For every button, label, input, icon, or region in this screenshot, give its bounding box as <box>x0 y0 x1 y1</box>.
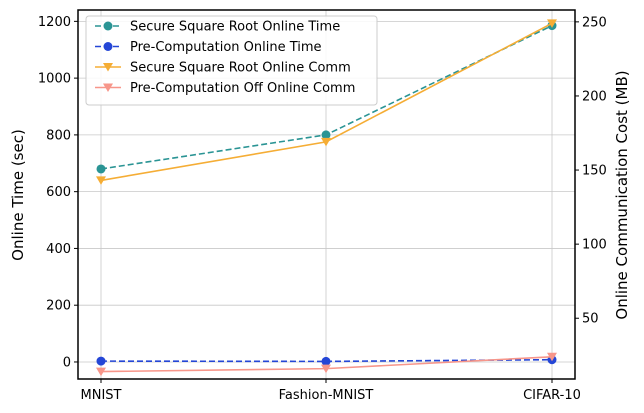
x-tick-label: MNIST <box>81 388 122 403</box>
left-tick-label: 600 <box>46 185 71 200</box>
data-point <box>96 356 106 366</box>
right-tick-label: 100 <box>582 238 607 253</box>
data-point <box>321 137 331 147</box>
axes-ticks: MNIST Fashion-MNIST CIFAR-10 0 200 400 600 800 1… <box>38 15 607 403</box>
x-tick-label: CIFAR-10 <box>523 388 581 403</box>
x-tick-label: Fashion-MNIST <box>279 388 374 403</box>
data-point <box>547 352 557 362</box>
left-tick-label: 0 <box>63 355 71 370</box>
legend-swatch-marker <box>103 42 113 51</box>
data-point <box>321 356 331 366</box>
data-point <box>321 130 331 140</box>
data-point <box>96 367 106 377</box>
left-tick-label: 200 <box>46 299 71 314</box>
legend-swatch-marker <box>103 83 113 92</box>
right-tick-label: 250 <box>582 15 607 30</box>
left-tick-label: 1000 <box>38 72 71 87</box>
legend-label: Secure Square Root Online Time <box>130 20 340 35</box>
legend-swatch-marker <box>103 63 113 72</box>
right-tick-label: 200 <box>582 89 607 104</box>
right-tick-label: 150 <box>582 164 607 179</box>
left-axis-label: Online Time (sec) <box>9 129 27 261</box>
left-tick-label: 400 <box>46 242 71 257</box>
legend-swatch-marker <box>103 21 113 31</box>
legend-label: Pre-Computation Off Online Comm <box>130 81 355 96</box>
legend-label: Secure Square Root Online Comm <box>130 61 351 76</box>
data-point <box>96 164 106 174</box>
series-layer <box>96 19 557 377</box>
legend-label: Pre-Computation Online Time <box>130 40 322 55</box>
legend: Secure Square Root Online Time Pre-Comput… <box>85 15 378 106</box>
left-tick-label: 800 <box>46 128 71 143</box>
right-tick-label: 50 <box>582 312 599 327</box>
data-point <box>321 364 331 374</box>
left-tick-label: 1200 <box>38 15 71 30</box>
legend-box <box>85 15 378 106</box>
data-point <box>96 176 106 185</box>
data-point <box>547 19 557 28</box>
right-axis-label: Online Communication Cost (MB) <box>613 70 631 319</box>
